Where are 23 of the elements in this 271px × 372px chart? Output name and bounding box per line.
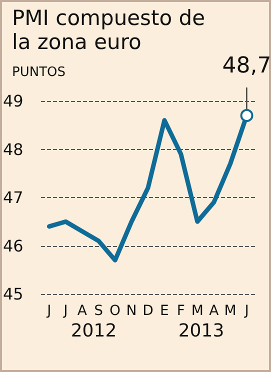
x-tick-label: A [77,303,88,319]
y-tick-label: 45 [3,284,24,304]
text: 2013 [178,320,224,342]
y-tick-label: 46 [3,236,24,256]
x-tick-label: M [224,303,236,319]
y-tick-label: 49 [3,92,24,110]
data-label: 48,7 [222,53,271,78]
chart-title: PMI compuesto de la zona euro [12,6,212,54]
y-tick-label: 48 [3,140,24,159]
y-tick-label: 47 [3,188,24,207]
x-tick-label: F [176,303,185,319]
x-tick-label: O [110,303,121,319]
x-tick-label: D [142,303,154,319]
x-tick-label: E [160,303,169,319]
x-tick-label: M [191,303,204,319]
x-tick-label: J [244,303,249,319]
x-tick-label: J [46,303,52,319]
x-tick-label: J [62,303,68,319]
x-tick-label: S [94,303,104,319]
x-tick-label: N [126,303,137,319]
text: 2012 [70,320,117,342]
y-axis-title: PUNTOS [12,65,66,80]
x-tick-label: A [209,303,220,319]
